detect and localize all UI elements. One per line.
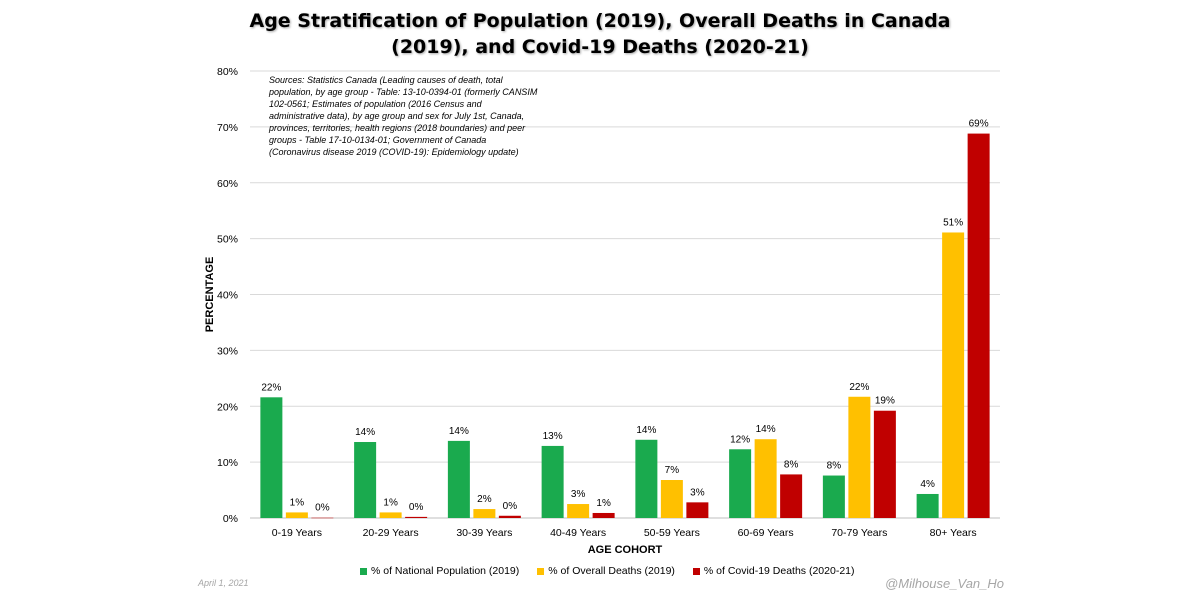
data-label: 3% [571, 489, 586, 500]
chart-title-line-2: (2019), and Covid-19 Deaths (2020-21) [391, 36, 809, 58]
bar [873, 410, 896, 518]
data-label: 3% [690, 487, 705, 498]
y-tick-label: 0% [223, 513, 238, 525]
data-label: 14% [355, 427, 375, 438]
x-tick-label: 40-49 Years [550, 527, 606, 539]
bar [311, 517, 334, 519]
data-label: 14% [449, 426, 469, 437]
legend-label-overall-deaths: % of Overall Deaths (2019) [548, 565, 675, 577]
data-label: 0% [409, 502, 424, 513]
bar [942, 232, 965, 518]
x-tick-label: 80+ Years [930, 527, 977, 539]
bar [260, 397, 283, 518]
bar [285, 512, 308, 518]
y-tick-label: 80% [217, 66, 238, 78]
data-label: 12% [730, 434, 750, 445]
data-label: 1% [290, 497, 305, 508]
data-label: 1% [383, 497, 398, 508]
bar [473, 509, 496, 518]
data-label: 69% [969, 119, 989, 130]
date-note: April 1, 2021 [198, 578, 249, 588]
x-tick-label: 50-59 Years [644, 527, 700, 539]
bar [592, 512, 615, 518]
bar [754, 439, 777, 518]
x-tick-label: 0-19 Years [272, 527, 322, 539]
bar [447, 440, 470, 518]
legend-swatch-overall-deaths [537, 567, 545, 575]
chart-title: Age Stratification of Population (2019),… [0, 8, 1200, 60]
x-tick-label: 60-69 Years [738, 527, 794, 539]
data-label: 22% [261, 382, 281, 393]
data-label: 22% [849, 382, 869, 393]
bar [635, 439, 658, 518]
y-tick-label: 60% [217, 178, 238, 190]
bar [822, 475, 845, 518]
legend-label-covid-deaths: % of Covid-19 Deaths (2020-21) [703, 565, 855, 577]
bar [848, 396, 871, 518]
chart-legend: % of National Population (2019) % of Ove… [360, 564, 855, 578]
legend-item-overall-deaths: % of Overall Deaths (2019) [537, 565, 675, 577]
data-label: 0% [315, 503, 330, 514]
bar [686, 502, 709, 518]
y-tick-label: 50% [217, 234, 238, 246]
data-label: 7% [665, 465, 680, 476]
y-tick-label: 40% [217, 290, 238, 302]
legend-label-population: % of National Population (2019) [371, 565, 520, 577]
chart-title-line-1: Age Stratification of Population (2019),… [249, 10, 951, 32]
bar [729, 449, 752, 518]
legend-item-population: % of National Population (2019) [360, 565, 519, 577]
bar [660, 480, 683, 518]
bar [498, 515, 521, 518]
data-label: 51% [943, 217, 963, 228]
data-label: 14% [636, 425, 656, 436]
y-axis-title: PERCENTAGE [204, 257, 216, 333]
x-axis-title: AGE COHORT [588, 544, 663, 556]
y-tick-label: 10% [217, 457, 238, 469]
x-tick-label: 70-79 Years [831, 527, 887, 539]
y-tick-label: 20% [217, 401, 238, 413]
bar [567, 504, 590, 518]
data-label: 14% [756, 424, 776, 435]
bar [405, 516, 428, 518]
legend-swatch-population [360, 567, 367, 575]
bar [379, 512, 402, 518]
y-tick-label: 70% [217, 122, 238, 134]
bar [967, 133, 990, 518]
bar [780, 474, 803, 518]
data-label: 13% [543, 431, 563, 442]
bar [354, 442, 377, 518]
x-tick-label: 20-29 Years [363, 527, 419, 539]
data-label: 0% [503, 501, 518, 512]
y-tick-label: 30% [217, 345, 238, 357]
data-label: 1% [596, 498, 611, 509]
data-label: 19% [875, 396, 895, 407]
data-label: 8% [784, 459, 799, 470]
legend-swatch-covid-deaths [692, 567, 700, 575]
bar [541, 445, 564, 518]
legend-item-covid-deaths: % of Covid-19 Deaths (2020-21) [692, 565, 855, 577]
sources-note: Sources: Statistics Canada (Leading caus… [269, 75, 538, 157]
author-handle: @Milhouse_Van_Ho [885, 576, 1004, 591]
data-label: 8% [827, 461, 842, 472]
data-label: 2% [477, 494, 492, 505]
x-tick-label: 30-39 Years [456, 527, 512, 539]
bar [916, 493, 939, 518]
data-label: 4% [920, 479, 935, 490]
